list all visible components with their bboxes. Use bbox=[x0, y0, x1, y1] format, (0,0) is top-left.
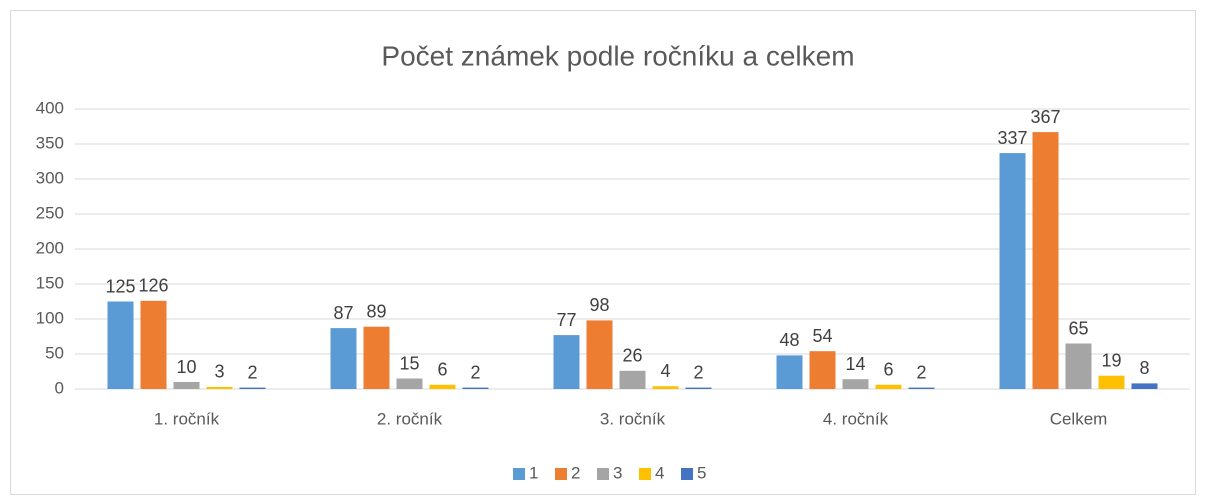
bar bbox=[173, 382, 200, 389]
x-tick-label: 1. ročník bbox=[154, 409, 220, 428]
bar bbox=[429, 384, 456, 389]
bar bbox=[462, 387, 489, 389]
legend-label: 1 bbox=[529, 463, 538, 482]
bar bbox=[875, 384, 902, 389]
legend-label: 2 bbox=[571, 463, 580, 482]
bar bbox=[553, 335, 580, 389]
legend-swatch bbox=[513, 468, 525, 480]
legend-swatch bbox=[597, 468, 609, 480]
bar bbox=[586, 320, 613, 389]
data-label: 87 bbox=[333, 303, 353, 323]
y-tick-label: 350 bbox=[36, 133, 64, 152]
y-tick-label: 400 bbox=[36, 98, 64, 117]
y-tick-label: 150 bbox=[36, 273, 64, 292]
bar bbox=[363, 326, 390, 389]
y-tick-label: 300 bbox=[36, 168, 64, 187]
data-label: 48 bbox=[779, 330, 799, 350]
data-label: 8 bbox=[1139, 358, 1149, 378]
data-label: 2 bbox=[470, 362, 480, 382]
legend-label: 3 bbox=[613, 463, 622, 482]
bar bbox=[685, 387, 712, 389]
data-label: 65 bbox=[1068, 318, 1088, 338]
data-label: 2 bbox=[916, 362, 926, 382]
data-label: 6 bbox=[883, 360, 893, 380]
y-tick-label: 50 bbox=[45, 343, 64, 362]
chart-title: Počet známek podle ročníku a celkem bbox=[381, 40, 854, 71]
bar bbox=[107, 301, 134, 389]
data-label: 26 bbox=[622, 346, 642, 366]
data-label: 2 bbox=[247, 362, 257, 382]
bar bbox=[1098, 375, 1125, 389]
bar bbox=[908, 387, 935, 389]
legend-swatch bbox=[639, 468, 651, 480]
data-label: 337 bbox=[997, 128, 1027, 148]
bar bbox=[652, 386, 679, 389]
legend-swatch bbox=[555, 468, 567, 480]
x-tick-label: 3. ročník bbox=[600, 409, 666, 428]
x-tick-label: Celkem bbox=[1050, 409, 1108, 428]
x-tick-label: 2. ročník bbox=[377, 409, 443, 428]
data-label: 126 bbox=[138, 276, 168, 296]
data-label: 89 bbox=[366, 301, 386, 321]
bar bbox=[239, 387, 266, 389]
data-label: 3 bbox=[214, 362, 224, 382]
bar bbox=[206, 386, 233, 389]
y-tick-label: 0 bbox=[55, 378, 64, 397]
y-tick-label: 250 bbox=[36, 203, 64, 222]
chart-border bbox=[10, 10, 1196, 495]
bar bbox=[1065, 343, 1092, 389]
data-label: 98 bbox=[589, 295, 609, 315]
data-label: 77 bbox=[556, 310, 576, 330]
bar bbox=[330, 328, 357, 389]
y-tick-label: 100 bbox=[36, 308, 64, 327]
data-label: 54 bbox=[812, 326, 832, 346]
legend-swatch bbox=[681, 468, 693, 480]
bar bbox=[776, 355, 803, 389]
bar bbox=[140, 300, 167, 389]
bar bbox=[842, 379, 869, 389]
legend-label: 5 bbox=[697, 463, 706, 482]
bar bbox=[396, 378, 423, 389]
data-label: 19 bbox=[1101, 350, 1121, 370]
legend-label: 4 bbox=[655, 463, 664, 482]
bar bbox=[809, 351, 836, 389]
bar bbox=[1131, 383, 1158, 389]
data-label: 367 bbox=[1030, 107, 1060, 127]
data-label: 10 bbox=[176, 357, 196, 377]
data-label: 125 bbox=[105, 276, 135, 296]
data-label: 15 bbox=[399, 353, 419, 373]
data-label: 6 bbox=[437, 360, 447, 380]
y-tick-label: 200 bbox=[36, 238, 64, 257]
data-label: 4 bbox=[660, 361, 670, 381]
data-label: 14 bbox=[845, 354, 865, 374]
x-tick-label: 4. ročník bbox=[823, 409, 889, 428]
bar bbox=[619, 370, 646, 389]
bar bbox=[1032, 132, 1059, 389]
bar bbox=[999, 153, 1026, 389]
data-label: 2 bbox=[693, 362, 703, 382]
